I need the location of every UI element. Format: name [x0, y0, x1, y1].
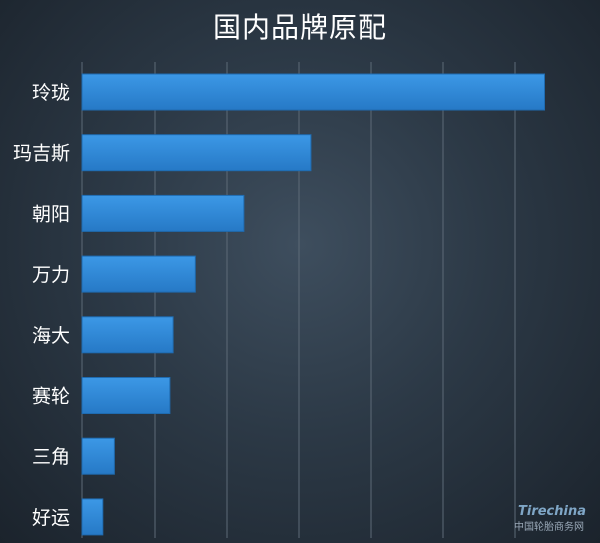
- category-label: 海大: [32, 325, 70, 347]
- bar-5: [81, 377, 171, 414]
- chart-title: 国内品牌原配: [212, 11, 387, 44]
- category-label: 玲珑: [32, 82, 70, 104]
- bar-6: [81, 437, 115, 475]
- bar-0: [81, 73, 545, 111]
- category-label: 三角: [32, 446, 70, 468]
- category-label: 赛轮: [32, 386, 70, 408]
- category-label: 万力: [32, 264, 70, 286]
- bar-4: [81, 316, 174, 354]
- watermark-logo: Tirechina: [518, 504, 586, 519]
- category-label: 好运: [32, 507, 70, 529]
- bar-7: [81, 498, 104, 536]
- bar-2: [81, 194, 245, 232]
- bar-3: [81, 255, 196, 293]
- bar-1: [81, 134, 312, 172]
- watermark-text: 中国轮胎商务网: [514, 522, 584, 533]
- watermark: Tirechina 中国轮胎商务网: [502, 495, 594, 539]
- category-label: 玛吉斯: [13, 143, 70, 165]
- category-label: 朝阳: [32, 203, 70, 225]
